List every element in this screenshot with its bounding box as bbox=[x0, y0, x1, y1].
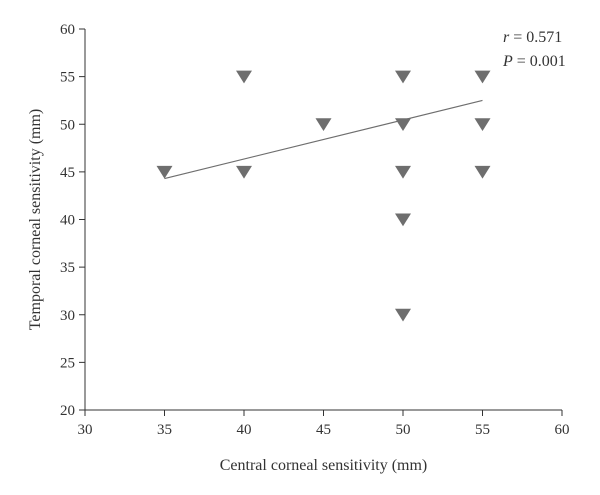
axes: 20 25 30 35 40 45 50 55 60 30 35 40 45 50 55 60 bbox=[60, 22, 570, 438]
r-symbol: r bbox=[503, 29, 510, 46]
data-point bbox=[395, 308, 411, 322]
y-tick-label: 40 bbox=[60, 213, 75, 229]
data-point bbox=[474, 165, 491, 179]
regression-line bbox=[164, 99, 483, 180]
data-point bbox=[236, 165, 252, 179]
data-point bbox=[315, 118, 332, 132]
data-point bbox=[395, 70, 411, 84]
y-tick-label: 45 bbox=[60, 165, 75, 181]
data-point bbox=[474, 70, 491, 84]
p-value-annotation: P = 0.001 bbox=[502, 53, 566, 70]
data-point bbox=[395, 118, 411, 132]
p-symbol: P bbox=[502, 53, 513, 70]
regression-line-group bbox=[164, 99, 483, 180]
data-point bbox=[395, 165, 411, 179]
x-tick-label: 55 bbox=[475, 422, 490, 438]
data-point bbox=[395, 213, 411, 227]
x-axis-label: Central corneal sensitivity (mm) bbox=[220, 457, 428, 474]
y-tick-label: 60 bbox=[60, 22, 75, 38]
data-point bbox=[474, 118, 491, 132]
y-tick-label: 30 bbox=[60, 308, 75, 324]
y-tick-label: 55 bbox=[60, 70, 75, 86]
x-tick-label: 30 bbox=[78, 422, 93, 438]
y-tick-label: 20 bbox=[60, 403, 75, 419]
r-value: = 0.571 bbox=[509, 29, 562, 46]
p-value: = 0.001 bbox=[513, 53, 566, 70]
y-tick-label: 50 bbox=[60, 117, 75, 133]
correlation-annotation: r = 0.571 bbox=[503, 29, 562, 46]
x-tick-label: 50 bbox=[396, 422, 411, 438]
x-tick-label: 45 bbox=[316, 422, 331, 438]
y-tick-label: 35 bbox=[60, 260, 75, 276]
x-tick-label: 35 bbox=[157, 422, 172, 438]
x-tick-label: 40 bbox=[237, 422, 252, 438]
y-axis-label: Temporal corneal sensitivity (mm) bbox=[27, 109, 44, 330]
y-tick-label: 25 bbox=[60, 355, 75, 371]
x-tick-label: 60 bbox=[555, 422, 570, 438]
data-points bbox=[156, 70, 491, 322]
data-point bbox=[236, 70, 252, 84]
data-point bbox=[156, 165, 173, 179]
